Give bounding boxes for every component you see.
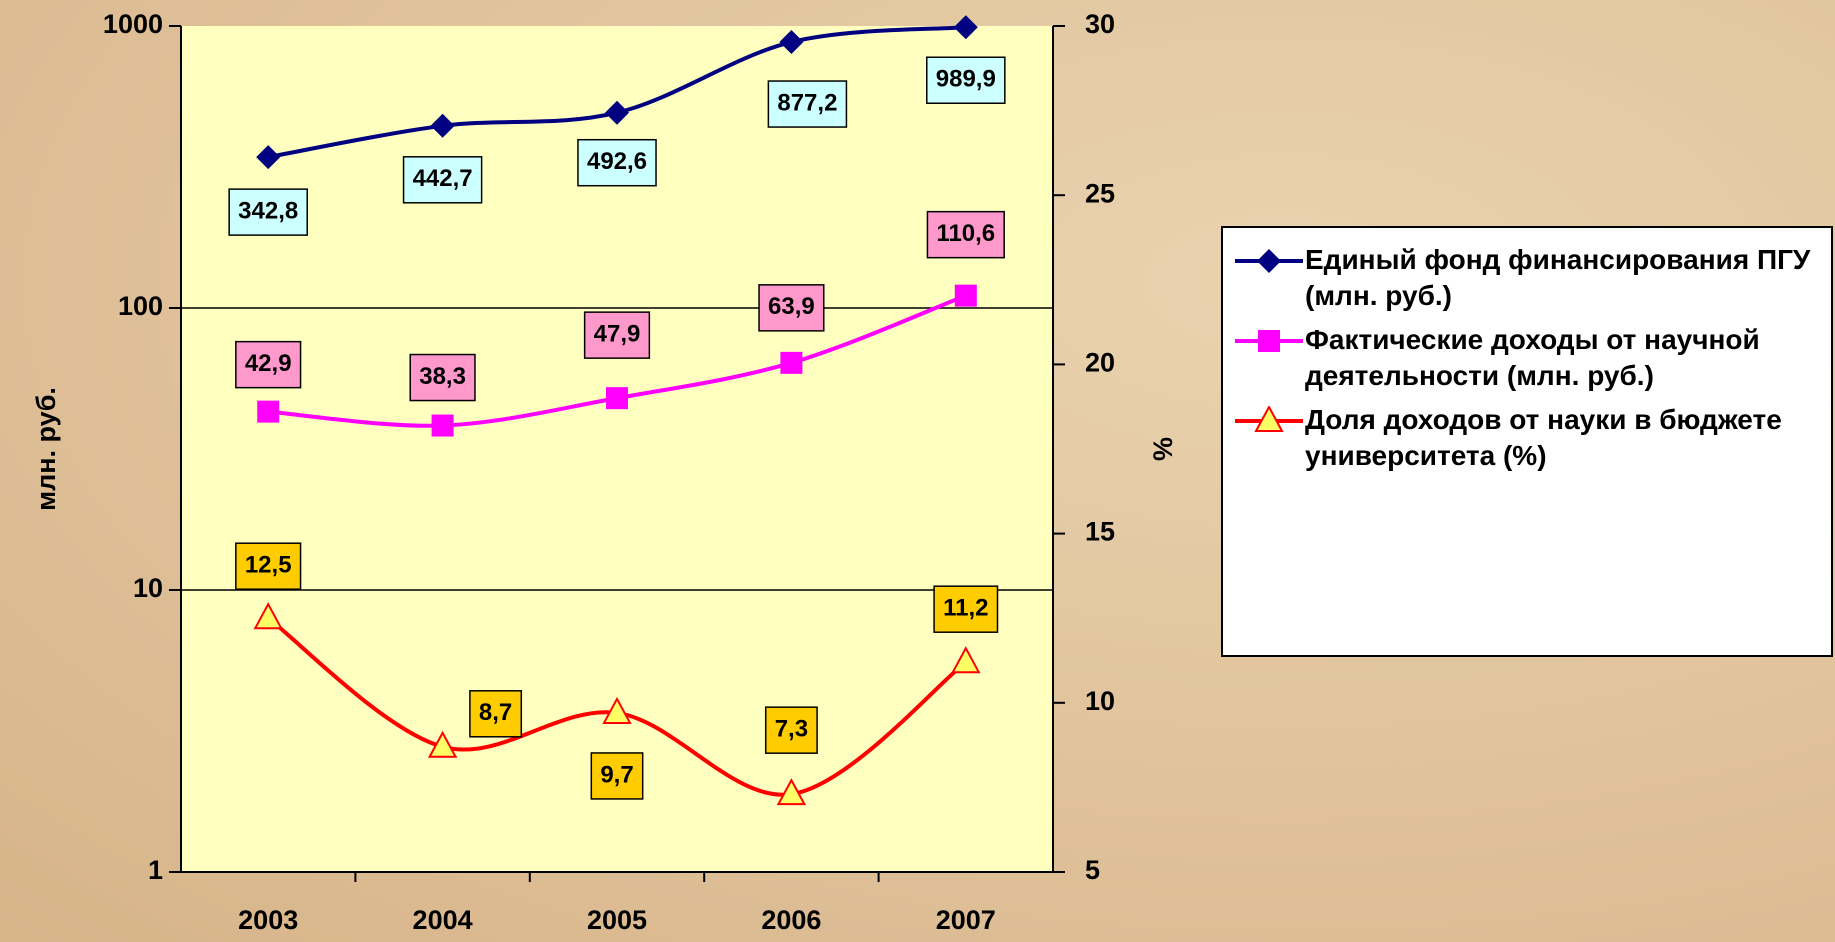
y-tick-label: 10 <box>133 573 163 603</box>
data-label-box <box>235 542 302 590</box>
x-tick-label: 2003 <box>238 905 298 935</box>
marker <box>427 730 458 758</box>
marker <box>257 400 280 423</box>
data-label-box <box>764 706 818 754</box>
marker <box>953 15 978 40</box>
marker <box>1257 249 1281 273</box>
marker <box>776 778 807 806</box>
marker <box>431 414 454 437</box>
data-label-box <box>409 353 476 402</box>
data-label-box <box>933 585 999 633</box>
marker <box>951 646 981 674</box>
data-label-box <box>402 156 483 204</box>
y-tick-label: 1 <box>148 855 163 885</box>
data-label: 38,3 <box>419 363 466 390</box>
marker <box>779 30 804 55</box>
data-label: 877,2 <box>777 89 837 116</box>
y2-tick-label: 30 <box>1085 9 1115 39</box>
x-tick-label: 2007 <box>936 905 996 935</box>
data-label: 47,9 <box>594 320 641 347</box>
marker <box>780 351 803 374</box>
legend-swatch <box>1235 406 1303 432</box>
marker <box>253 602 283 630</box>
data-label-box <box>577 138 657 187</box>
y-tick-label: 100 <box>118 291 163 321</box>
data-label: 42,9 <box>245 350 292 377</box>
x-tick-label: 2005 <box>587 905 647 935</box>
marker <box>1258 330 1280 352</box>
y2-tick-label: 20 <box>1085 348 1115 378</box>
y-tick-label: 1000 <box>103 9 163 39</box>
data-label-box <box>583 311 651 359</box>
data-label-box <box>767 80 848 128</box>
legend: Единый фонд финансирования ПГУ (млн. руб… <box>1221 226 1833 657</box>
data-label-box <box>926 210 1005 259</box>
y2-tick-label: 10 <box>1085 686 1115 716</box>
data-label: 342,8 <box>238 197 298 224</box>
legend-label: Единый фонд финансирования ПГУ (млн. руб… <box>1305 244 1811 311</box>
y-axis-label: млн. руб. <box>31 387 61 511</box>
marker <box>602 696 632 724</box>
y2-axis-label: % <box>1148 437 1178 461</box>
legend-swatch <box>1235 330 1303 352</box>
legend-item: Единый фонд финансирования ПГУ (млн. руб… <box>1233 242 1821 314</box>
y2-tick-label: 15 <box>1085 517 1115 547</box>
y2-tick-label: 25 <box>1085 178 1115 208</box>
legend-swatch <box>1235 249 1303 273</box>
data-label-box <box>469 690 523 738</box>
legend-label: Фактические доходы от научной деятельнос… <box>1305 324 1760 391</box>
legend-item: Доля доходов от науки в бюджете универси… <box>1233 402 1821 474</box>
y2-tick-label: 5 <box>1085 855 1100 885</box>
x-tick-label: 2004 <box>413 905 473 935</box>
data-label: 8,7 <box>479 699 512 726</box>
data-label: 442,7 <box>413 165 473 192</box>
x-tick-label: 2006 <box>761 905 821 935</box>
legend-label: Доля доходов от науки в бюджете универси… <box>1305 404 1782 471</box>
data-label-box <box>758 284 825 332</box>
data-label: 989,9 <box>936 66 996 93</box>
data-label: 11,2 <box>943 595 988 622</box>
data-label: 110,6 <box>936 220 995 247</box>
data-label: 7,3 <box>775 716 808 743</box>
data-label: 9,7 <box>600 761 633 788</box>
marker <box>430 113 455 138</box>
marker <box>605 100 629 125</box>
legend-item: Фактические доходы от научной деятельнос… <box>1233 322 1821 394</box>
data-label: 492,6 <box>587 148 647 175</box>
marker <box>954 284 977 307</box>
data-label: 12,5 <box>245 552 292 579</box>
data-label-box <box>590 752 644 800</box>
data-label-box <box>235 340 302 389</box>
marker <box>256 145 281 170</box>
marker <box>1254 406 1284 432</box>
data-label: 63,9 <box>768 293 815 320</box>
data-label-box <box>228 188 308 236</box>
marker <box>606 387 628 410</box>
data-label-box <box>926 56 1006 104</box>
